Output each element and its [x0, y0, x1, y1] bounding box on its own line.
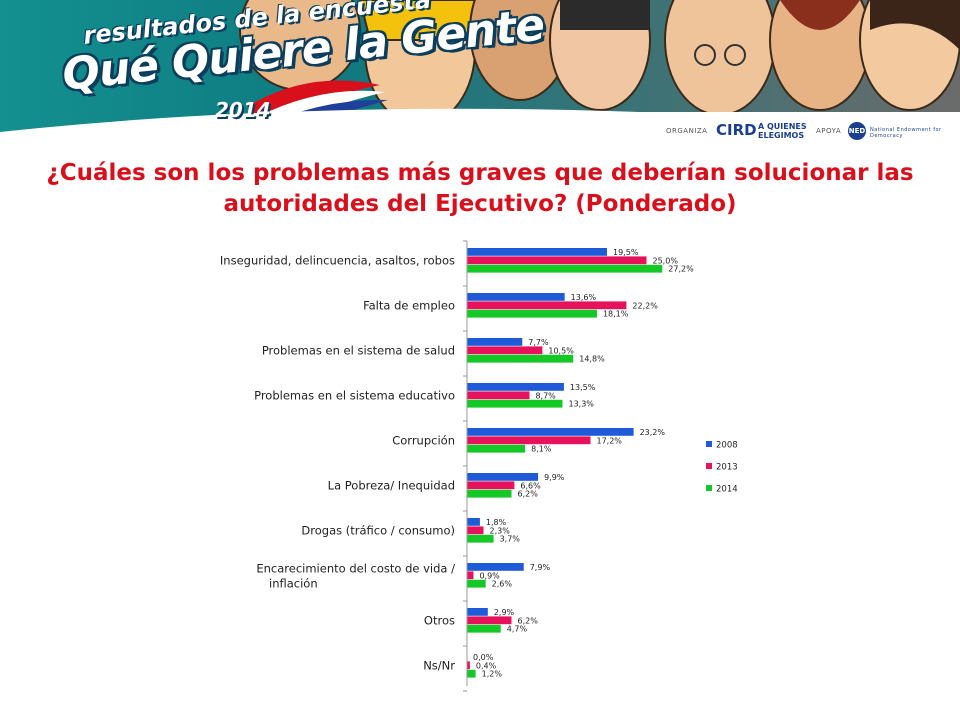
banner-illustration: [0, 0, 960, 142]
data-label: 4,7%: [507, 625, 528, 634]
bar-2014: [467, 534, 494, 543]
data-label: 13,5%: [570, 383, 596, 392]
category-label: Problemas en el sistema de salud: [262, 344, 455, 358]
data-label: 9,9%: [544, 473, 565, 482]
legend-label: 2013: [716, 463, 738, 473]
data-label: 2,6%: [492, 580, 513, 589]
data-label: 0,0%: [473, 653, 494, 662]
data-label: 13,3%: [568, 400, 594, 409]
data-label: 13,6%: [571, 293, 597, 302]
legend-label: 2014: [716, 485, 738, 495]
category-label: Drogas (tráfico / consumo): [301, 524, 455, 538]
data-label: 6,6%: [520, 481, 541, 490]
bar-2008: [467, 428, 634, 436]
data-label: 7,7%: [528, 338, 549, 347]
data-label: 10,5%: [548, 346, 574, 355]
crowd-illustration: [239, 0, 960, 126]
data-label: 2,9%: [494, 608, 515, 617]
data-label: 0,4%: [476, 661, 497, 670]
category-label: inflación: [269, 577, 318, 591]
bar-2013: [467, 661, 470, 670]
data-label: 8,1%: [531, 445, 552, 454]
category-label: Inseguridad, delincuencia, asaltos, robo…: [220, 254, 455, 268]
page-title: ¿Cuáles son los problemas más graves que…: [46, 160, 914, 217]
data-label: 27,2%: [668, 265, 694, 274]
data-label: 17,2%: [596, 436, 622, 445]
bar-2013: [467, 391, 530, 400]
bar-2013: [467, 616, 512, 625]
bar-2008: [467, 293, 565, 301]
data-label: 6,2%: [518, 490, 539, 499]
sponsors-strip: ORGANIZA CIRD A QUIENES ELEGIMOS APOYA N…: [660, 118, 960, 148]
bar-2014: [467, 444, 526, 453]
bar-2008: [467, 383, 564, 391]
bar-2014: [467, 264, 663, 273]
aquieneselegimos-logo: A QUIENES ELEGIMOS: [758, 122, 807, 140]
data-label: 8,7%: [535, 391, 556, 400]
bar-2013: [467, 526, 484, 535]
bar-2014: [467, 579, 486, 588]
data-label: 1,2%: [482, 670, 503, 679]
data-label: 0,9%: [479, 571, 500, 580]
bar-2013: [467, 301, 627, 310]
header-banner: resultados de la encuesta Qué Quiere la …: [0, 0, 960, 142]
data-label: 22,2%: [632, 301, 658, 310]
bar-2014: [467, 354, 574, 363]
bar-2008: [467, 248, 608, 256]
ned-name: National Endowment for Democracy: [870, 127, 942, 139]
bar-2013: [467, 346, 543, 355]
bar-2013: [467, 256, 647, 265]
bar-2014: [467, 309, 597, 318]
bar-2014: [467, 399, 563, 408]
bar-2014: [467, 624, 501, 633]
organiza-label: ORGANIZA: [666, 127, 708, 135]
category-label: Problemas en el sistema educativo: [254, 389, 455, 403]
category-label: Otros: [424, 614, 455, 628]
bar-2008: [467, 473, 539, 481]
data-label: 23,2%: [640, 428, 666, 437]
bar-2013: [467, 481, 515, 490]
data-label: 3,7%: [500, 535, 521, 544]
bar-2013: [467, 436, 591, 445]
category-label: Ns/Nr: [423, 659, 455, 673]
data-label: 25,0%: [653, 256, 679, 265]
category-label: Encarecimiento del costo de vida /: [256, 562, 455, 576]
cird-logo: CIRD: [716, 121, 757, 139]
data-label: 1,8%: [486, 518, 507, 527]
ned-logo: NED: [848, 122, 866, 140]
bar-2014: [467, 489, 512, 498]
legend-label: 2008: [716, 441, 738, 451]
bar-2008: [467, 338, 523, 346]
bar-2014: [467, 669, 476, 678]
category-label: La Pobreza/ Inequidad: [328, 479, 455, 493]
bar-2008: [467, 608, 488, 616]
bar-2013: [467, 571, 474, 580]
bar-2008: [467, 563, 524, 571]
category-label: Corrupción: [392, 434, 455, 448]
data-label: 7,9%: [530, 563, 551, 572]
data-label: 19,5%: [613, 248, 639, 257]
apoya-label: APOYA: [816, 127, 842, 135]
data-label: 2,3%: [490, 526, 511, 535]
data-label: 18,1%: [603, 310, 629, 319]
legend-swatch-2013: [706, 463, 712, 469]
bar-2008: [467, 518, 480, 526]
data-label: 6,2%: [518, 616, 539, 625]
logo-year: 2014: [215, 98, 271, 122]
legend-swatch-2014: [706, 485, 712, 491]
legend-swatch-2008: [706, 441, 712, 447]
data-label: 14,8%: [579, 355, 605, 364]
category-label: Falta de empleo: [363, 299, 455, 313]
